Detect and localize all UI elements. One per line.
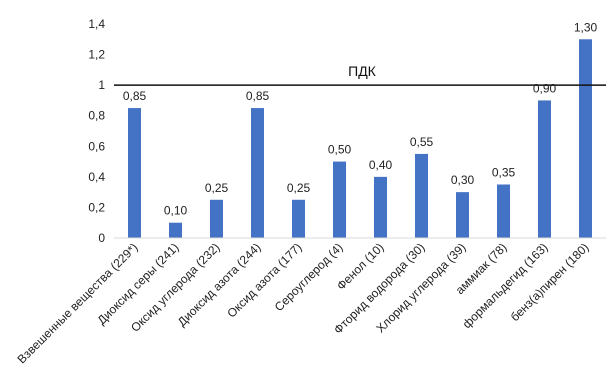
value-label: 0,85 (246, 89, 270, 103)
value-label: 0,40 (369, 158, 393, 172)
value-label: 0,55 (410, 135, 434, 149)
bar (333, 161, 346, 238)
y-tick-label: 0,8 (88, 109, 105, 123)
category-label: бенз(а)пирен (180) (508, 240, 592, 324)
bar (579, 39, 592, 239)
y-tick-label: 1,4 (88, 17, 105, 31)
bar (374, 176, 387, 238)
value-label: 0,50 (328, 143, 352, 157)
value-label: 0,10 (164, 204, 188, 218)
bar (456, 192, 469, 238)
value-label: 0,35 (492, 166, 516, 180)
y-tick-label: 0 (98, 231, 105, 245)
value-label: 0,30 (451, 173, 475, 187)
bar (128, 108, 141, 238)
pdk-label: ПДК (348, 63, 377, 79)
bars (128, 39, 592, 239)
bar (415, 153, 428, 238)
value-label: 0,90 (533, 81, 557, 95)
bar (538, 100, 551, 238)
y-tick-label: 0,4 (88, 170, 105, 184)
bar (169, 222, 182, 238)
bar (497, 184, 510, 238)
value-label: 0,25 (205, 181, 229, 195)
pdk-reference: ПДК (114, 63, 606, 86)
category-label: Оксид азота (177) (224, 240, 304, 320)
bar (251, 108, 264, 238)
y-tick-label: 1,2 (88, 48, 105, 62)
bar (210, 199, 223, 238)
bar (292, 199, 305, 238)
value-label: 0,85 (123, 89, 147, 103)
category-labels: Взвешенные вещества (229*)Диоксид серы (… (14, 240, 591, 366)
value-labels: 0,85 0,10 0,25 0,85 0,25 0,50 0,40 0,55 0,30 0,35… (123, 20, 598, 217)
value-label: 1,30 (574, 20, 598, 34)
y-tick-label: 0,2 (88, 200, 105, 214)
y-tick-label: 1 (98, 78, 105, 92)
y-tick-label: 0,6 (88, 139, 105, 153)
value-label: 0,25 (287, 181, 311, 195)
y-axis: 0 0,2 0,4 0,6 0,8 1 1,2 1,4 (88, 17, 105, 245)
